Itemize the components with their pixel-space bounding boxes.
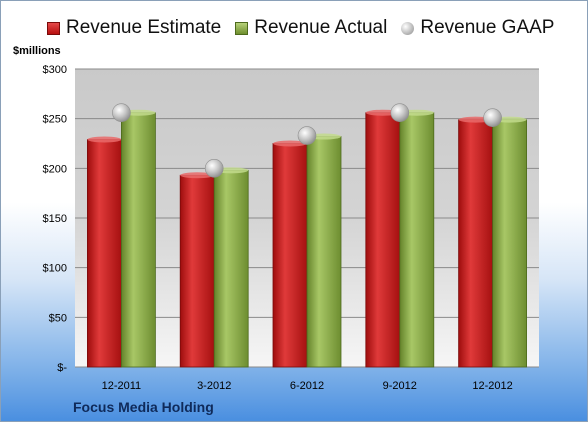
legend-item-gaap: Revenue GAAP — [401, 17, 554, 39]
y-tick-label: $- — [57, 362, 67, 374]
marker-revenue-gaap — [390, 103, 410, 123]
bar-revenue-estimate-top — [87, 136, 122, 143]
legend-swatch-estimate — [47, 21, 60, 35]
legend-label-estimate: Revenue Estimate — [66, 17, 222, 38]
legend-swatch-actual — [235, 21, 249, 35]
bar-revenue-actual — [306, 136, 342, 368]
bar-revenue-estimate-top — [180, 172, 215, 179]
legend-item-estimate: Revenue Estimate — [47, 17, 221, 39]
x-tick-label: 12-2011 — [102, 380, 142, 392]
bar-revenue-estimate — [179, 174, 215, 368]
bar-revenue-estimate — [365, 112, 401, 368]
legend-label-actual: Revenue Actual — [254, 17, 388, 38]
y-tick-label: $150 — [43, 213, 67, 225]
y-axis-unit-label: $millions — [13, 45, 61, 57]
x-tick-label: 3-2012 — [197, 380, 231, 392]
y-tick-label: $250 — [43, 114, 67, 126]
legend-label-gaap: Revenue GAAP — [420, 17, 555, 38]
bar-revenue-actual — [492, 119, 528, 368]
company-name: Focus Media Holding — [73, 399, 214, 415]
bar-revenue-actual — [399, 112, 435, 368]
bar-revenue-estimate-top — [273, 140, 307, 147]
y-tick-label: $100 — [43, 263, 67, 275]
legend: Revenue Estimate Revenue Actual Revenue … — [47, 17, 568, 39]
marker-revenue-gaap — [483, 108, 502, 127]
bar-revenue-estimate — [458, 119, 494, 368]
marker-revenue-gaap — [204, 159, 224, 178]
bar-revenue-actual — [121, 112, 156, 368]
legend-marker-gaap — [401, 21, 415, 35]
legend-item-actual: Revenue Actual — [235, 17, 387, 39]
marker-revenue-gaap — [112, 103, 131, 123]
bar-revenue-estimate — [87, 139, 122, 368]
x-tick-label: 6-2012 — [290, 380, 324, 392]
bar-revenue-actual — [213, 169, 249, 368]
x-tick-label: 9-2012 — [383, 380, 417, 392]
y-tick-label: $200 — [43, 163, 67, 175]
x-tick-label: 12-2012 — [472, 380, 512, 392]
y-tick-label: $300 — [43, 64, 67, 76]
bar-revenue-estimate — [272, 143, 308, 368]
y-tick-label: $50 — [49, 312, 67, 324]
marker-revenue-gaap — [297, 126, 317, 145]
